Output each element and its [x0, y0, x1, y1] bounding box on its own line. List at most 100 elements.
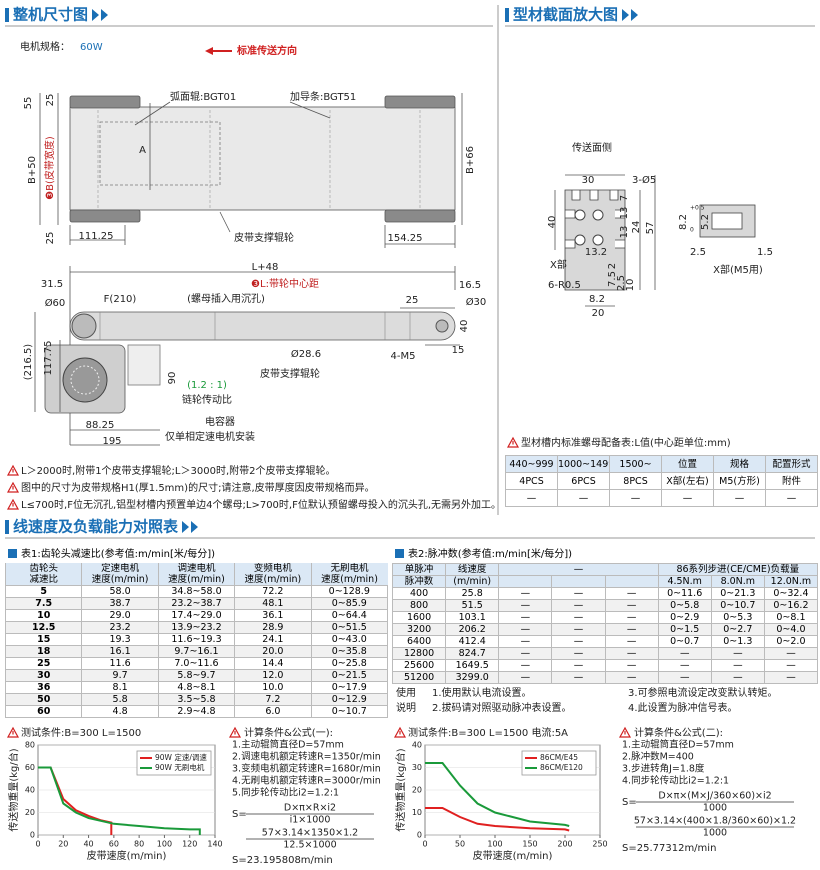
cell: —	[551, 635, 606, 648]
cell: 15	[4, 633, 83, 646]
label: 2.5	[616, 275, 627, 291]
x-tick-label: 100	[157, 840, 172, 849]
cell: 0~2.7	[710, 623, 765, 636]
label: 4-M5	[391, 351, 416, 362]
row: 60 4.8 2.9~4.8 6.0 0~10.7	[4, 705, 389, 718]
label: ❸L:带轮中心距	[251, 277, 319, 290]
cell: X部(左右)	[661, 472, 714, 490]
cell: 4.8~8.1	[157, 681, 236, 694]
cell: 7.5	[4, 597, 83, 610]
cell: 4.5N.m	[657, 575, 712, 588]
row: 25600 1649.5— — — — — —	[391, 659, 819, 672]
condition: 测试条件:B=300 L=1500	[21, 726, 141, 739]
cell: 50	[4, 693, 83, 706]
cell: 36.1	[234, 609, 312, 622]
denominator: 12.5×1000	[283, 840, 336, 851]
calc-line: 5.同步轮传动比i2=1.2:1	[232, 787, 339, 799]
row: 12800 824.7— — — — — —	[391, 647, 819, 660]
arrow-icon	[101, 9, 108, 21]
label: 24	[631, 221, 642, 234]
cell: —	[657, 647, 712, 660]
legend-label: 86CM/E45	[540, 753, 578, 762]
cell: —	[498, 635, 553, 648]
note: L＞2000时,附带1个皮带支撑辊轮;L＞3000时,附带2个皮带支撑辊轮。	[21, 464, 336, 477]
label: (1.2 : 1)	[187, 380, 227, 391]
arrow-icon	[622, 9, 629, 21]
x-tick-label: 140	[207, 840, 222, 849]
label: 13	[619, 207, 630, 220]
cell: 5	[4, 585, 83, 598]
label: 57	[645, 222, 656, 235]
cell: —	[498, 659, 553, 672]
cell: —	[498, 611, 553, 624]
gear	[62, 357, 108, 403]
label: 88.25	[86, 420, 115, 431]
row: 6400 412.4— — —0~0.7 0~1.3 0~2.0	[391, 635, 819, 648]
cell: —	[604, 647, 659, 660]
cell: 38.7	[81, 597, 159, 610]
label: ❸B(皮带宽度)	[43, 136, 56, 200]
caption: 表1:齿轮头减速比(参考值:m/min[米/每分])	[8, 545, 215, 560]
cell: 0~35.8	[310, 645, 389, 658]
cell: —	[498, 587, 553, 600]
cell: —	[551, 587, 606, 600]
x-tick-label: 60	[109, 840, 119, 849]
cell: 0~0.7	[657, 635, 712, 648]
result: S=25.77312m/min	[622, 843, 716, 854]
section-title: 整机尺寸图	[13, 6, 88, 24]
cell: 8PCS	[609, 472, 662, 490]
arrow-icon	[182, 521, 189, 533]
caption: 表2:脉冲数(参考值:m/min[米/每分])	[395, 545, 572, 560]
label: 13.2	[585, 247, 607, 258]
cell: 6400	[391, 635, 447, 648]
roller	[435, 319, 449, 333]
y-tick-label: 0	[417, 831, 422, 840]
cell: 0~21.5	[310, 669, 389, 682]
cell: 0~128.9	[310, 585, 389, 598]
denominator: 1000	[703, 828, 727, 839]
row: 25 11.6 7.0~11.6 14.4 0~25.8	[4, 657, 389, 670]
cell: 6PCS	[557, 472, 610, 490]
cell: —	[763, 671, 819, 684]
hole	[574, 234, 586, 246]
cell: 0~8.1	[763, 611, 819, 624]
icon	[8, 549, 17, 558]
label: 7	[619, 195, 630, 201]
cell: 规格	[713, 455, 766, 473]
label: 30	[582, 175, 595, 186]
label: 传送面侧	[572, 141, 612, 154]
label: 117.75	[43, 341, 54, 376]
cell: 0~43.0	[310, 633, 389, 646]
caption: 型材槽内标准螺母配备表:L值(中心距单位:mm)	[521, 436, 731, 449]
cell: 72.2	[234, 585, 312, 598]
cell: 减速比	[4, 574, 82, 586]
label: (216.5)	[23, 344, 34, 381]
cell: 10	[4, 609, 83, 622]
cell: —	[763, 647, 819, 660]
cell: —	[604, 599, 659, 612]
cell	[604, 575, 659, 588]
cell: 速度(m/min)	[157, 574, 235, 586]
denominator: i1×1000	[290, 815, 331, 826]
cell: 14.4	[234, 657, 312, 670]
cell: —	[551, 671, 606, 684]
cell: 29.0	[81, 609, 159, 622]
cell: —	[498, 671, 553, 684]
cell: 11.6~19.3	[157, 633, 236, 646]
section-title: 线速度及负载能力对照表	[13, 518, 179, 536]
hole	[574, 209, 586, 221]
cell: 400	[391, 587, 447, 600]
calc-line: 1.主动辊筒直径D=57mm	[232, 739, 344, 751]
cell: —	[498, 623, 553, 636]
row: 3200 206.2— — —0~1.5 0~2.7 0~4.0	[391, 623, 819, 636]
cell: 36	[4, 681, 83, 694]
caption-text: 表2:脉冲数(参考值:m/min[米/每分])	[408, 549, 573, 560]
label: 链轮传动比	[182, 393, 232, 406]
label: 6-R0.5	[548, 280, 581, 291]
note: 3.可参照电流设定改变默认转矩。	[628, 686, 778, 699]
row: 12.5 23.2 13.9~23.2 28.9 0~51.5	[4, 621, 389, 634]
shape	[711, 212, 743, 230]
cell: 440~999	[505, 455, 558, 473]
icon	[395, 549, 404, 558]
